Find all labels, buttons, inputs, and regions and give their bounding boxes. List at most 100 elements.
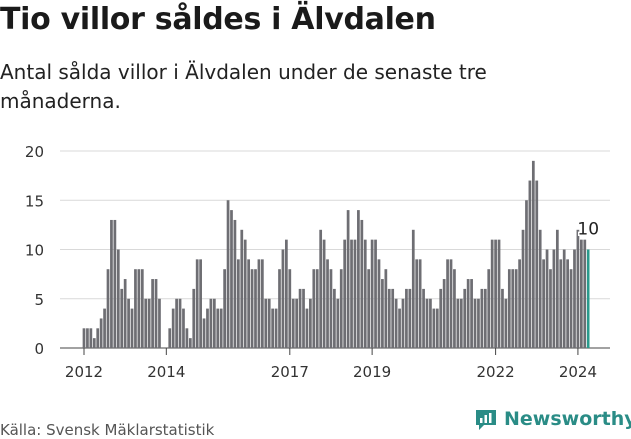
bar xyxy=(576,229,580,348)
bar xyxy=(127,298,130,348)
x-tick-label: 2024 xyxy=(559,363,597,381)
bar xyxy=(425,298,429,348)
brand-name: Newsworthy xyxy=(504,408,631,430)
bar xyxy=(336,298,340,348)
bar xyxy=(490,239,494,348)
y-tick-label: 20 xyxy=(25,143,44,161)
bar xyxy=(511,269,515,348)
bar xyxy=(168,328,172,348)
bar xyxy=(333,288,336,348)
bar xyxy=(367,269,371,348)
bar xyxy=(188,338,192,348)
bar xyxy=(583,239,587,348)
bar xyxy=(374,239,377,348)
bar xyxy=(319,229,323,348)
bar xyxy=(449,259,453,348)
bar xyxy=(250,269,254,348)
y-tick-label: 15 xyxy=(25,192,44,210)
bar xyxy=(271,308,275,348)
bar xyxy=(82,328,86,348)
bar xyxy=(288,269,292,348)
bar xyxy=(531,160,535,348)
bar xyxy=(422,288,425,348)
bar xyxy=(140,269,144,348)
bar xyxy=(569,269,573,348)
bar xyxy=(236,259,240,348)
bar xyxy=(264,298,268,348)
bar xyxy=(216,308,220,348)
bar xyxy=(466,279,470,348)
bar xyxy=(555,229,559,348)
bar xyxy=(339,269,343,348)
bar xyxy=(195,259,199,348)
bar xyxy=(401,298,405,348)
bar xyxy=(343,239,347,348)
bar xyxy=(147,298,151,348)
chart-subtitle: Antal sålda villor i Älvdalen under de s… xyxy=(0,60,487,113)
bar xyxy=(116,249,120,348)
bar xyxy=(144,298,148,348)
bar xyxy=(377,259,381,348)
x-tick-label: 2017 xyxy=(271,363,309,381)
chat-bubble-chart-icon xyxy=(476,410,496,430)
bar xyxy=(302,288,305,348)
bar xyxy=(470,279,473,348)
bar xyxy=(192,288,196,348)
bar xyxy=(243,239,247,348)
bar xyxy=(120,288,124,348)
bar xyxy=(199,259,202,348)
bar xyxy=(154,279,158,348)
bar xyxy=(254,269,257,348)
bar xyxy=(233,219,237,348)
bar xyxy=(535,180,539,348)
bar xyxy=(394,298,398,348)
bar xyxy=(123,279,127,348)
x-tick-label: 2022 xyxy=(477,363,515,381)
bar xyxy=(381,279,384,348)
bar xyxy=(206,308,209,348)
bar xyxy=(573,249,576,348)
bar xyxy=(175,298,178,348)
bar xyxy=(483,288,487,348)
bar xyxy=(182,308,185,348)
y-tick-label: 5 xyxy=(34,291,44,309)
bar xyxy=(158,298,161,348)
bar xyxy=(418,259,422,348)
bar xyxy=(391,288,395,348)
y-tick-label: 10 xyxy=(25,242,44,260)
bar-chart: 0 5 10 15 20 2012 2014 2017 2019 2022 2024 10 xyxy=(25,143,610,381)
bar xyxy=(298,288,302,348)
bar xyxy=(473,298,477,348)
bar xyxy=(312,269,316,348)
bar xyxy=(456,298,460,348)
bar xyxy=(363,239,367,348)
bar xyxy=(538,229,542,348)
bar xyxy=(134,269,137,348)
bar xyxy=(257,259,261,348)
bar xyxy=(566,259,569,348)
bar xyxy=(185,328,189,348)
bar xyxy=(350,239,353,348)
bar xyxy=(212,298,216,348)
chart-title: Tio villor såldes i Älvdalen xyxy=(0,2,436,37)
bar xyxy=(463,288,467,348)
bar xyxy=(322,239,326,348)
highlight-value-label: 10 xyxy=(577,220,599,240)
bar xyxy=(514,269,518,348)
bar xyxy=(504,298,508,348)
bar xyxy=(202,318,206,348)
bar xyxy=(442,279,446,348)
bar xyxy=(89,328,93,348)
bar xyxy=(240,229,244,348)
bar xyxy=(507,269,511,348)
bar xyxy=(92,338,96,348)
bar xyxy=(542,259,545,348)
bar xyxy=(525,200,528,348)
bar xyxy=(226,200,230,348)
bar xyxy=(521,229,525,348)
bar xyxy=(459,298,463,348)
bar xyxy=(295,298,299,348)
bar xyxy=(559,259,563,348)
bar xyxy=(494,239,497,348)
bar xyxy=(415,259,419,348)
